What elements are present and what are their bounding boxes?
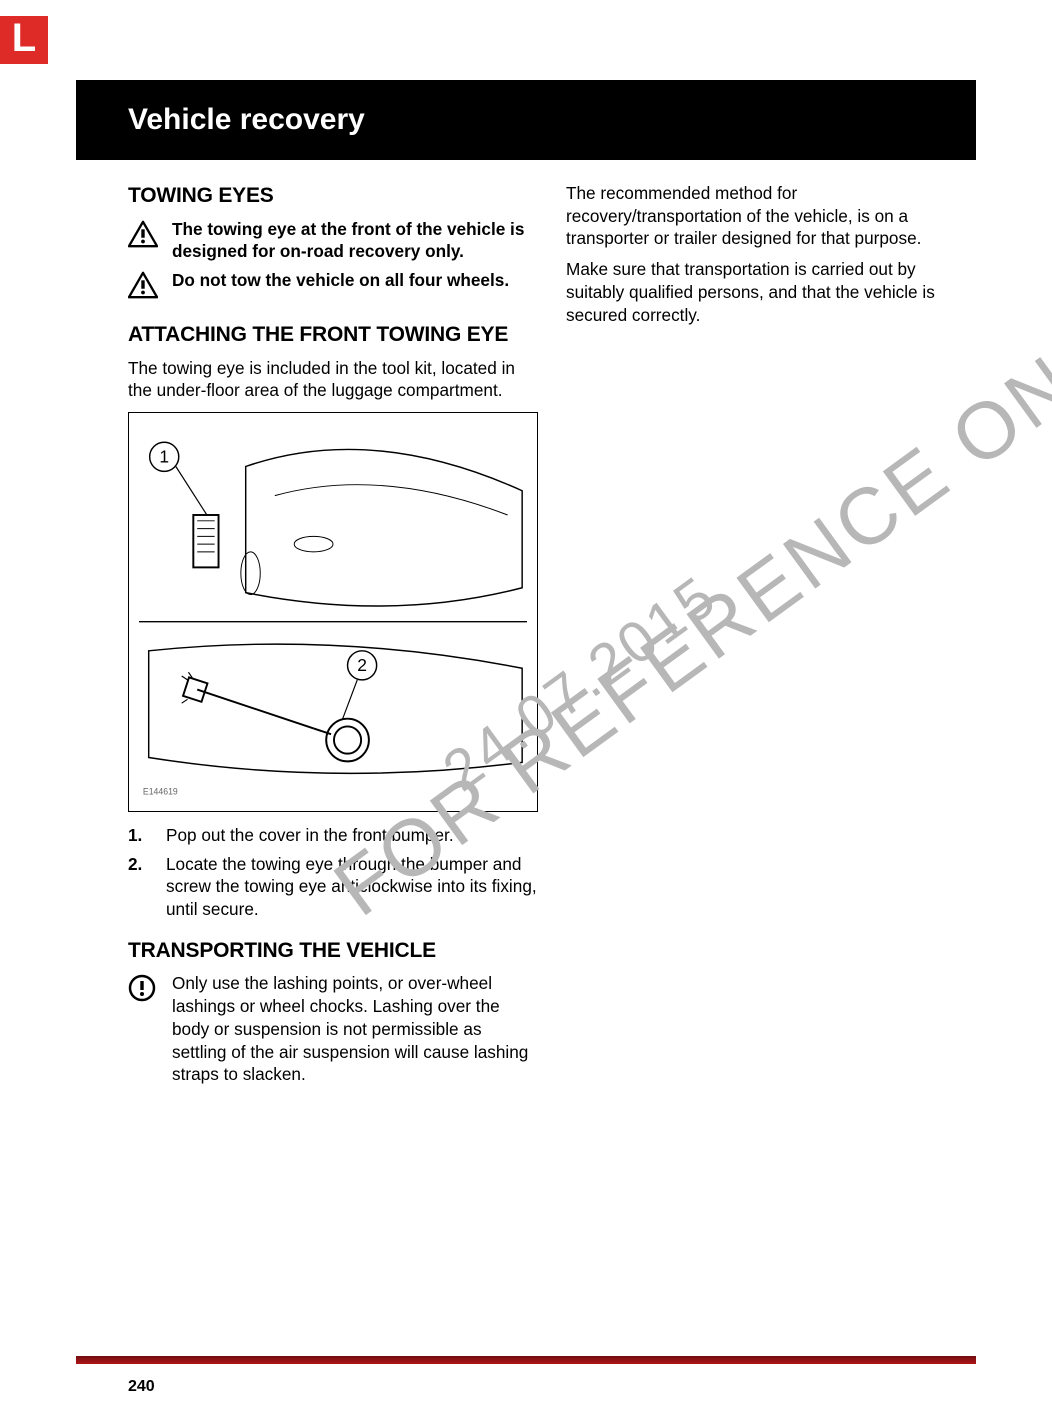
warning-block-1: The towing eye at the front of the vehic…: [128, 218, 538, 263]
section-heading-attaching: ATTACHING THE FRONT TOWING EYE: [128, 321, 538, 349]
page-number: 240: [128, 1378, 155, 1396]
info-block: Only use the lashing points, or over-whe…: [128, 972, 538, 1086]
list-2-number: 2.: [128, 853, 154, 921]
figure-towing-eye-diagram: 1: [128, 412, 538, 812]
right-para-2: Make sure that transportation is carried…: [566, 258, 976, 326]
chapter-header: Vehicle recovery: [76, 80, 976, 160]
warning-triangle-icon: [128, 269, 160, 305]
list-item-1: 1. Pop out the cover in the front bumper…: [128, 824, 538, 847]
section2-paragraph: The towing eye is included in the tool k…: [128, 357, 538, 402]
info-circle-icon: [128, 972, 160, 1086]
footer-bar: [76, 1356, 976, 1364]
figure-reference-label: E144619: [143, 786, 178, 796]
section-heading-transporting: TRANSPORTING THE VEHICLE: [128, 937, 538, 965]
info-text: Only use the lashing points, or over-whe…: [172, 972, 538, 1086]
list-1-number: 1.: [128, 824, 154, 847]
list-1-text: Pop out the cover in the front bumper.: [166, 824, 454, 847]
warning-1-text: The towing eye at the front of the vehic…: [172, 218, 538, 263]
svg-text:2: 2: [357, 655, 367, 675]
right-para-1: The recommended method for recovery/tran…: [566, 182, 976, 250]
warning-2-text: Do not tow the vehicle on all four wheel…: [172, 269, 509, 305]
content-area: TOWING EYES The towing eye at the front …: [128, 172, 976, 1094]
left-column: TOWING EYES The towing eye at the front …: [128, 172, 538, 1094]
list-item-2: 2. Locate the towing eye through the bum…: [128, 853, 538, 921]
chapter-title: Vehicle recovery: [128, 103, 365, 137]
list-2-text: Locate the towing eye through the bumper…: [166, 853, 538, 921]
section-heading-towing-eyes: TOWING EYES: [128, 182, 538, 210]
warning-block-2: Do not tow the vehicle on all four wheel…: [128, 269, 538, 305]
letter-tab: L: [0, 16, 48, 64]
warning-triangle-icon: [128, 218, 160, 263]
svg-text:1: 1: [159, 447, 169, 467]
right-column: The recommended method for recovery/tran…: [566, 172, 976, 1094]
